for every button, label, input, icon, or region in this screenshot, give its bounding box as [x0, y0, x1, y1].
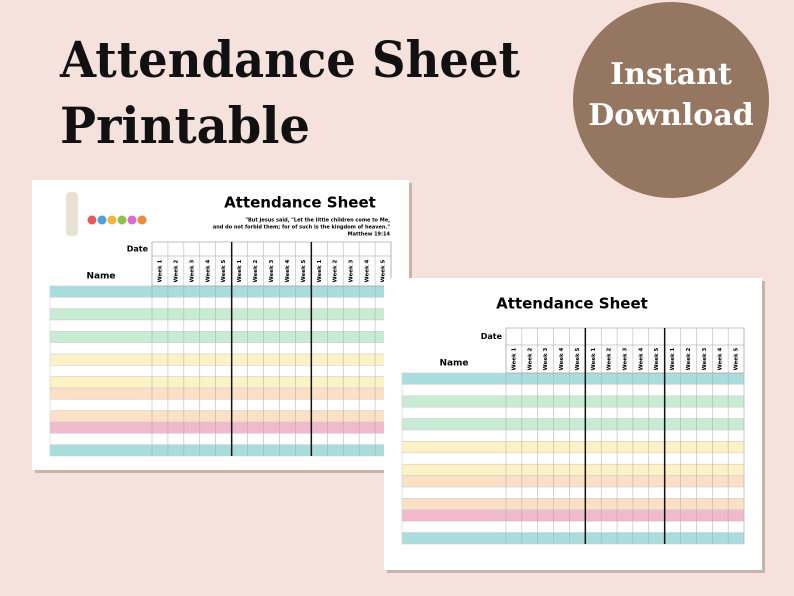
headline: Printable — [60, 96, 310, 155]
badge-text: Instant — [610, 57, 732, 92]
table-row — [49, 353, 392, 366]
table-row — [49, 285, 392, 298]
week-label: Week 4 — [559, 347, 565, 370]
badge-text: Download — [588, 98, 754, 133]
headline: Attendance Sheet — [59, 30, 520, 89]
quote-reference: Matthew 19:14 — [348, 232, 391, 238]
quote: "But Jesus said, "Let the little childre… — [245, 218, 390, 224]
table-row — [401, 429, 745, 442]
week-label: Week 4 — [718, 347, 724, 370]
table-row — [49, 331, 392, 343]
table-row — [49, 376, 392, 389]
week-label: Week 2 — [607, 347, 613, 370]
table-row — [401, 372, 745, 385]
week-label: Week 4 — [638, 347, 644, 370]
table-row — [49, 308, 392, 321]
illustration — [127, 215, 137, 225]
table-row — [49, 365, 392, 377]
week-label: Week 2 — [527, 347, 533, 370]
week-label: Week 1 — [317, 259, 323, 282]
illustration — [107, 215, 117, 225]
quote: and do not forbid them; for of such is t… — [213, 225, 391, 231]
table-row — [49, 433, 392, 445]
week-label: Week 2 — [333, 259, 339, 282]
week-label: Week 3 — [349, 259, 355, 282]
table-row — [49, 387, 392, 400]
name-label: Name — [439, 359, 468, 369]
week-label: Week 1 — [670, 347, 676, 370]
table-row — [401, 509, 745, 522]
table-row — [49, 342, 392, 355]
table-row — [49, 444, 392, 457]
table-row — [401, 520, 745, 533]
table-row — [49, 319, 392, 332]
week-label: Week 2 — [686, 347, 692, 370]
sheet-title: Attendance Sheet — [224, 194, 376, 212]
table-row — [401, 395, 745, 408]
week-label: Week 1 — [157, 259, 163, 282]
week-label: Week 2 — [253, 259, 259, 282]
sheet-title: Attendance Sheet — [496, 295, 648, 313]
week-label: Week 2 — [173, 259, 179, 282]
week-label: Week 5 — [221, 259, 227, 282]
week-label: Week 5 — [734, 347, 740, 370]
week-label: Week 5 — [575, 347, 581, 370]
table-row — [401, 486, 745, 499]
week-label: Week 5 — [654, 347, 660, 370]
table-row — [401, 406, 745, 419]
illustration — [87, 215, 97, 225]
illustration — [117, 215, 127, 225]
illustration — [66, 192, 78, 236]
name-label: Name — [86, 272, 115, 282]
week-label: Week 3 — [189, 259, 195, 282]
table-row — [401, 452, 745, 465]
sheets: Attendance Sheet "But Jesus said, "Let th… — [32, 180, 765, 573]
week-label: Week 5 — [381, 259, 387, 282]
week-label: Week 4 — [285, 259, 291, 282]
table-row — [401, 418, 745, 431]
date-label: Date — [481, 332, 503, 341]
table-row — [401, 463, 745, 476]
illustration — [97, 215, 107, 225]
week-label: Week 5 — [301, 259, 307, 282]
week-label: Week 3 — [623, 347, 629, 370]
table-row — [401, 498, 745, 511]
week-label: Week 1 — [237, 259, 243, 282]
week-label: Week 3 — [543, 347, 549, 370]
week-label: Week 4 — [205, 259, 211, 282]
table-row — [49, 410, 392, 423]
date-label: Date — [127, 245, 149, 254]
table-row — [401, 384, 745, 397]
illustration — [137, 215, 147, 225]
table-row — [49, 297, 392, 309]
badge — [573, 2, 769, 198]
table-row — [49, 399, 392, 411]
week-label: Week 1 — [511, 347, 517, 370]
week-label: Week 1 — [591, 347, 597, 370]
week-label: Week 3 — [269, 259, 275, 282]
table-row — [49, 421, 392, 434]
table-row — [401, 532, 745, 545]
week-label: Week 4 — [365, 259, 371, 282]
week-label: Week 3 — [702, 347, 708, 370]
table-row — [401, 441, 745, 454]
table-row — [401, 475, 745, 488]
